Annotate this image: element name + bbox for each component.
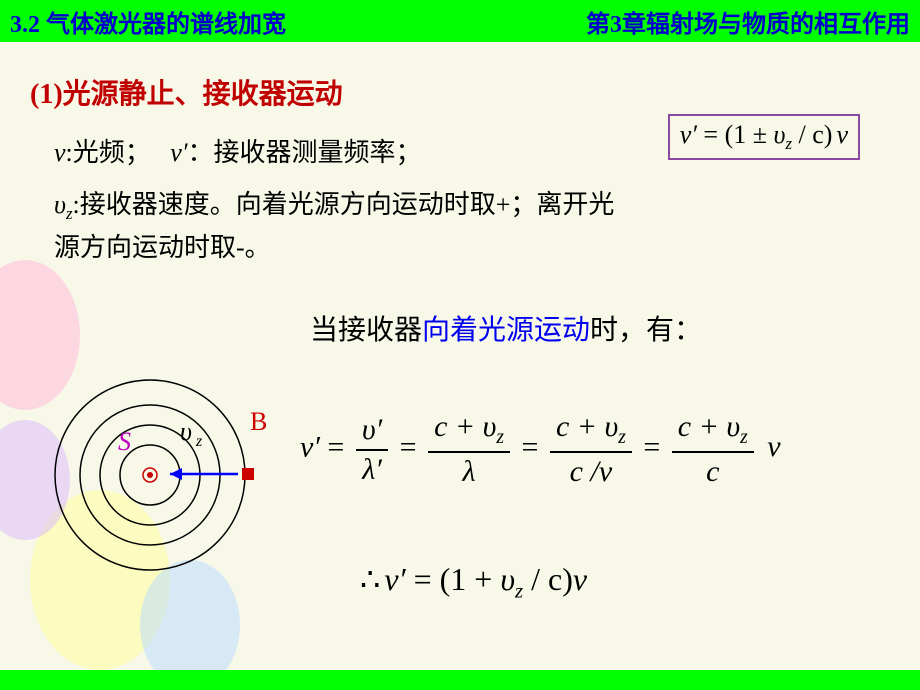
- label-b: B: [250, 407, 267, 436]
- label-s: S: [118, 427, 131, 456]
- uz-label: υ: [180, 417, 192, 446]
- main-content: (1)光源静止、接收器运动 ν′ = (1 ± υz / c)ν ν:光频； ν…: [0, 42, 920, 368]
- receiver-marker: [242, 468, 254, 480]
- wave-diagram: S B υ z: [40, 370, 280, 590]
- svg-text:z: z: [195, 433, 203, 450]
- definitions-line2: υz:接收器速度。向着光源方向运动时取+；离开光 源方向运动时取-。: [54, 184, 890, 269]
- header-right: 第3章辐射场与物质的相互作用: [586, 4, 910, 39]
- case-heading: 当接收器向着光源运动时，有：: [310, 308, 890, 348]
- subtitle: (1)光源静止、接收器运动: [30, 72, 890, 112]
- header-left: 3.2 气体激光器的谱线加宽: [10, 4, 286, 39]
- footer-bar: [0, 670, 920, 690]
- equation-final: ∴ν′ = (1 + υz / c)ν: [360, 560, 587, 603]
- header-bar: 3.2 气体激光器的谱线加宽 第3章辐射场与物质的相互作用: [0, 0, 920, 42]
- equation-chain: ν′ = υ′λ′ = c + υzλ = c + υzc /ν = c + υ…: [300, 410, 781, 489]
- boxed-formula: ν′ = (1 ± υz / c)ν: [668, 114, 860, 160]
